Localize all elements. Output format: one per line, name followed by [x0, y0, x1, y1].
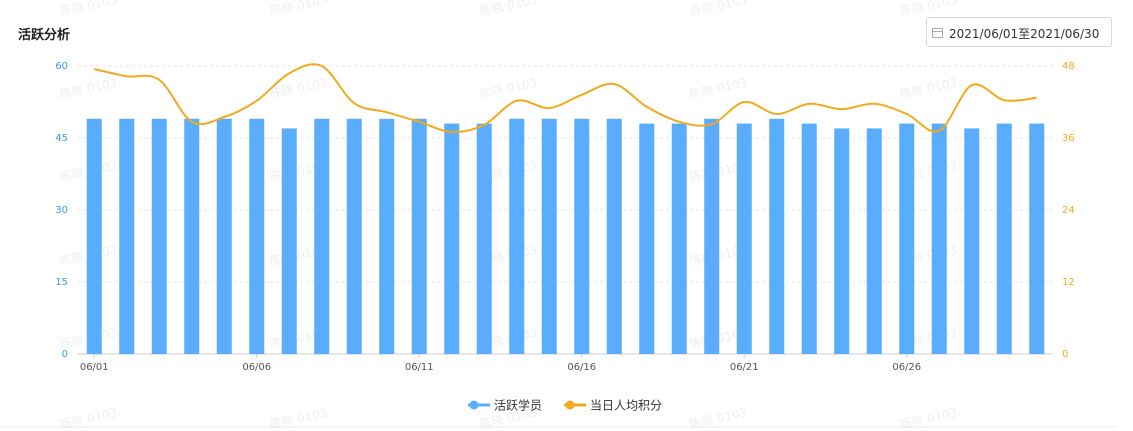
line — [94, 63, 1037, 134]
bar — [866, 128, 882, 354]
bar — [86, 118, 102, 354]
bar — [119, 118, 135, 354]
watermark: 陈晓 0103 — [58, 75, 118, 102]
y-tick-label: 45 — [55, 133, 68, 144]
bar — [704, 118, 720, 354]
watermark: 陈晓 0103 — [268, 405, 328, 431]
bar — [736, 123, 752, 354]
calendar-icon — [932, 28, 943, 38]
bar — [834, 128, 850, 354]
watermark: 陈晓 0103 — [898, 158, 958, 185]
watermark: 陈晓 0103 — [58, 405, 118, 431]
y2-tick-label: 24 — [1062, 205, 1075, 216]
bar — [216, 118, 232, 354]
watermark: 陈晓 0103 — [688, 325, 748, 352]
watermark: 陈晓 0103 — [268, 158, 328, 185]
watermark: 陈晓 0103 — [268, 0, 328, 18]
date-range-text: 2021/06/01至2021/06/30 — [949, 27, 1100, 41]
watermark: 陈晓 0103 — [478, 242, 538, 269]
bar — [346, 118, 362, 354]
x-tick-label: 06/26 — [892, 362, 921, 373]
watermark: 陈晓 0103 — [478, 325, 538, 352]
watermark: 陈晓 0103 — [688, 158, 748, 185]
bar — [476, 123, 492, 354]
legend-label: 当日人均积分 — [590, 399, 662, 413]
legend-label: 活跃学员 — [494, 398, 542, 413]
bar — [314, 118, 330, 354]
bar — [899, 123, 915, 354]
bar — [996, 123, 1012, 354]
x-tick-label: 06/01 — [80, 362, 109, 373]
watermark: 陈晓 0103 — [58, 0, 118, 18]
watermark: 陈晓 0103 — [688, 0, 748, 18]
bar — [249, 118, 265, 354]
watermark: 陈晓 0103 — [58, 158, 118, 185]
date-range-picker[interactable]: 2021/06/01至2021/06/30 — [926, 17, 1112, 47]
y-tick-label: 15 — [55, 277, 68, 288]
x-tick-label: 06/11 — [405, 362, 434, 373]
bar — [541, 118, 557, 354]
watermark: 陈晓 0103 — [268, 75, 328, 102]
watermark: 陈晓 0103 — [898, 75, 958, 102]
watermark: 陈晓 0103 — [898, 325, 958, 352]
y-tick-label: 0 — [62, 349, 68, 360]
bar — [1029, 123, 1045, 354]
watermark: 陈晓 0103 — [688, 405, 748, 431]
bar — [151, 118, 167, 354]
watermark: 陈晓 0103 — [478, 75, 538, 102]
legend-swatch-dot — [469, 400, 479, 410]
bar — [281, 128, 297, 354]
y-tick-label: 60 — [55, 61, 68, 72]
watermark: 陈晓 0103 — [898, 242, 958, 269]
watermark: 陈晓 0103 — [268, 325, 328, 352]
bar — [444, 123, 460, 354]
bar — [184, 118, 200, 354]
y2-tick-label: 36 — [1062, 133, 1075, 144]
watermark: 陈晓 0103 — [478, 0, 538, 18]
watermark: 陈晓 0103 — [478, 405, 538, 431]
bar — [964, 128, 980, 354]
bar — [671, 123, 687, 354]
bar — [606, 118, 622, 354]
panel-title: 活跃分析 — [18, 28, 71, 43]
watermark: 陈晓 0103 — [898, 405, 958, 431]
bar — [509, 118, 525, 354]
watermark: 陈晓 0103 — [58, 242, 118, 269]
y-tick-label: 30 — [55, 205, 68, 216]
bar — [769, 118, 785, 354]
x-tick-label: 06/21 — [730, 362, 759, 373]
x-tick-label: 06/16 — [567, 362, 596, 373]
watermark: 陈晓 0103 — [688, 242, 748, 269]
bar — [931, 123, 947, 354]
y2-tick-label: 12 — [1062, 277, 1075, 288]
bar — [801, 123, 817, 354]
watermark: 陈晓 0103 — [688, 75, 748, 102]
bar — [379, 118, 395, 354]
bar — [411, 118, 427, 354]
bar — [639, 123, 655, 354]
bar — [574, 118, 590, 354]
watermark: 陈晓 0103 — [268, 242, 328, 269]
x-tick-label: 06/06 — [242, 362, 271, 373]
watermark: 陈晓 0103 — [478, 158, 538, 185]
y2-tick-label: 48 — [1062, 61, 1075, 72]
y2-tick-label: 0 — [1062, 349, 1068, 360]
legend-swatch-dot — [565, 400, 575, 410]
watermark: 陈晓 0103 — [58, 325, 118, 352]
watermark: 陈晓 0103 — [898, 0, 958, 18]
